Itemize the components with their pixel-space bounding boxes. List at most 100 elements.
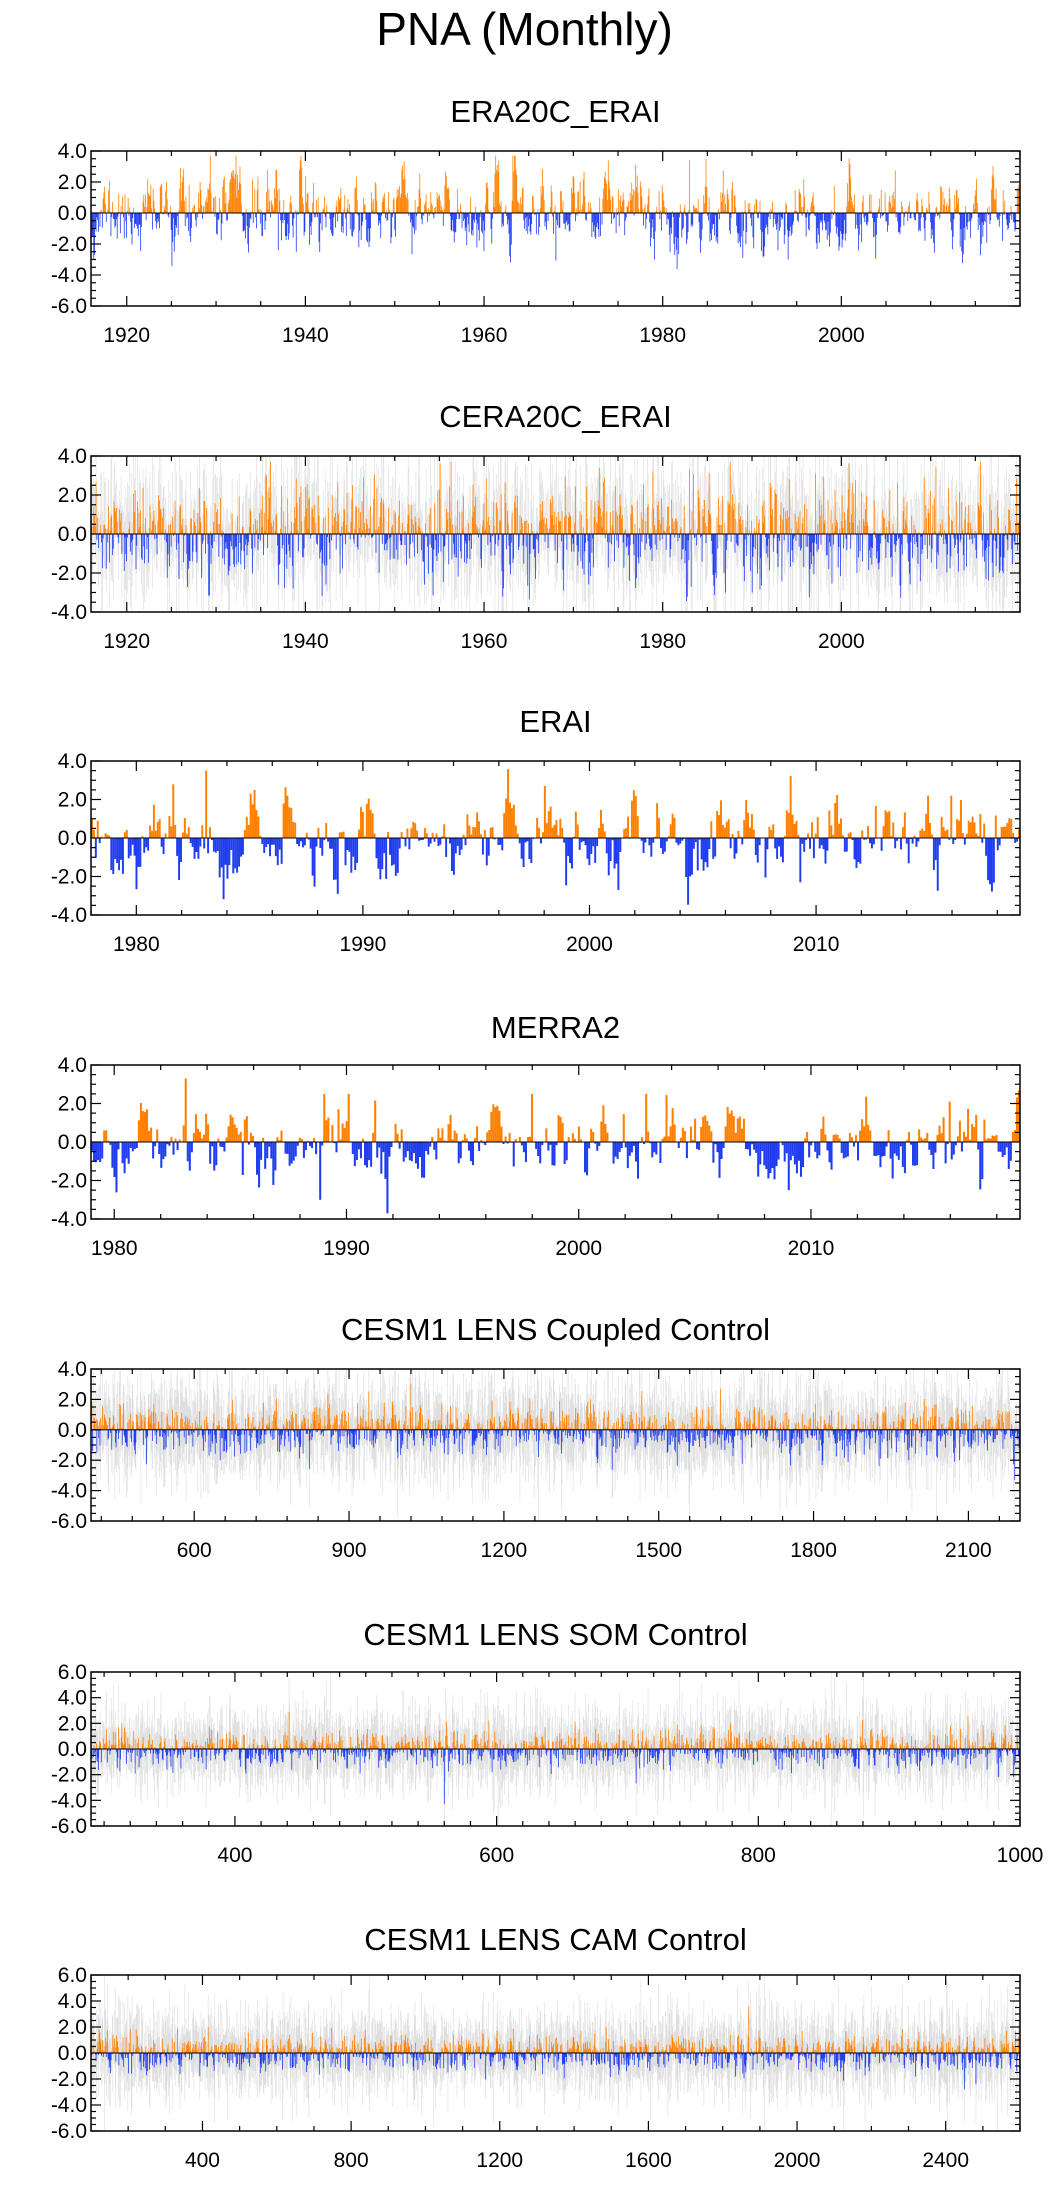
bar-positive [312,509,314,534]
bar-positive [259,512,260,534]
bar-negative [651,213,653,228]
bar-positive [543,786,546,838]
bar-positive [554,205,556,213]
bar-negative [944,1142,947,1164]
bar-negative [191,534,193,562]
bar-negative [570,213,572,216]
bar-negative [1002,213,1003,241]
bar-negative [820,213,822,221]
bar-positive [643,484,644,534]
bar-positive [195,526,196,534]
bar-negative [215,1142,218,1166]
bar-positive [833,531,835,534]
bar-positive [606,1132,609,1142]
bar-positive [956,819,959,838]
bar-negative [278,534,280,565]
bar-negative [739,213,741,242]
bar-negative [805,213,807,237]
bar-negative [130,213,132,234]
bar-negative [270,838,273,845]
bar-positive [388,209,390,213]
bar-negative [528,213,529,227]
bar-negative [778,213,780,215]
bar-negative [332,838,335,880]
bar-positive [977,835,980,838]
bar-negative [977,213,979,231]
bar-negative [252,534,253,574]
bar-negative [209,1142,212,1164]
bar-negative [547,213,549,222]
bar-negative [803,534,805,568]
bar-positive [191,518,192,534]
bar-positive [542,519,544,534]
bar-positive [710,821,713,838]
bar-positive [568,517,569,534]
bar-positive [541,832,544,838]
bar-negative [671,213,673,234]
bar-negative [979,213,981,226]
bar-negative [607,838,610,876]
bar-negative [661,213,662,231]
bar-negative [737,213,739,244]
bar-positive [505,503,507,534]
bar-positive [230,173,232,213]
bar-negative [247,213,249,245]
bar-positive [854,194,856,213]
bar-negative [310,534,312,536]
bar-negative [950,213,952,223]
bar-positive [139,1103,142,1142]
bar-positive [245,209,247,213]
bar-negative [378,213,380,221]
bar-negative [241,838,244,855]
bar-positive [783,836,786,838]
bar-negative [391,213,393,238]
bar-positive [210,192,212,213]
bar-positive [950,795,953,838]
bar-positive [851,196,852,213]
bar-negative [452,838,455,875]
bar-positive [149,195,151,213]
bar-positive [582,527,584,534]
bar-positive [514,495,516,534]
bar-negative [936,534,938,569]
bar-negative [822,213,823,231]
bar-positive [225,192,227,213]
bar-positive [435,206,436,213]
bar-positive [490,1111,493,1142]
bar-positive [368,528,370,534]
bar-positive [1011,1131,1014,1142]
bar-negative [691,213,693,225]
bar-negative [402,1142,405,1162]
bar-negative [102,534,104,539]
bar-negative [260,1142,263,1160]
bar-positive [601,527,603,534]
bar-negative [320,534,322,550]
bar-negative [499,838,502,845]
bar-positive [571,1133,574,1142]
bar-negative [592,838,595,847]
bar-negative [641,534,643,542]
bar-negative [563,1142,566,1164]
bar-positive [749,203,751,213]
bar-positive [1017,521,1019,534]
bar-negative [121,534,123,554]
bar-negative [531,213,533,225]
bar-positive [817,524,819,534]
bar-negative [887,213,889,226]
bar-positive [1015,523,1017,534]
bar-negative [811,534,812,565]
bar-negative [508,534,510,546]
bar-positive [752,829,755,838]
bar-negative [920,534,922,537]
bar-positive [129,521,131,534]
bar-negative [552,213,554,217]
bar-negative [880,838,883,851]
bar-negative [916,1142,919,1166]
bar-positive [942,1117,945,1142]
bar-positive [683,208,685,213]
bar-positive [869,1130,872,1142]
bar-positive [431,205,433,213]
bar-negative [786,213,788,230]
bar-negative [596,1142,599,1151]
bar-positive [555,524,557,534]
